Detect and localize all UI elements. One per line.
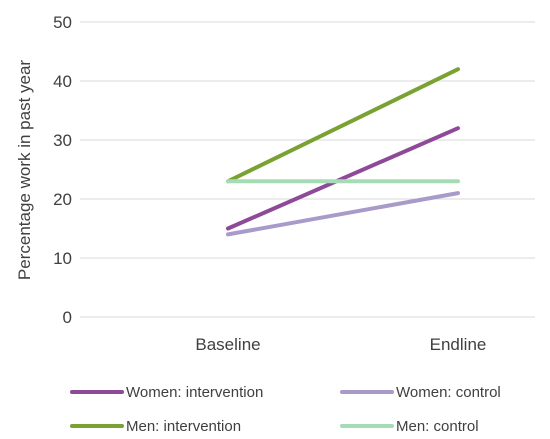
x-category-label: Baseline [195,335,260,354]
y-tick-label: 20 [53,190,72,209]
series-line [226,191,460,237]
series-lines [226,67,460,237]
series-line [226,67,460,184]
y-tick-label: 0 [63,308,72,327]
gridlines [80,21,535,318]
legend: Women: intervention Women: control Men: in… [70,384,501,435]
y-tick-label: 10 [53,249,72,268]
y-axis-tick-labels: 0 10 20 30 40 50 [53,13,72,327]
y-axis-label: Percentage work in past year [15,60,34,281]
legend-label: Men: control [396,418,479,435]
series-line [226,126,460,231]
y-tick-label: 50 [53,13,72,32]
y-tick-label: 40 [53,72,72,91]
x-axis-category-labels: Baseline Endline [195,335,486,354]
legend-label: Men: intervention [126,418,241,435]
y-tick-label: 30 [53,131,72,150]
legend-label: Women: control [396,384,501,401]
x-category-label: Endline [430,335,487,354]
legend-label: Women: intervention [126,384,263,401]
